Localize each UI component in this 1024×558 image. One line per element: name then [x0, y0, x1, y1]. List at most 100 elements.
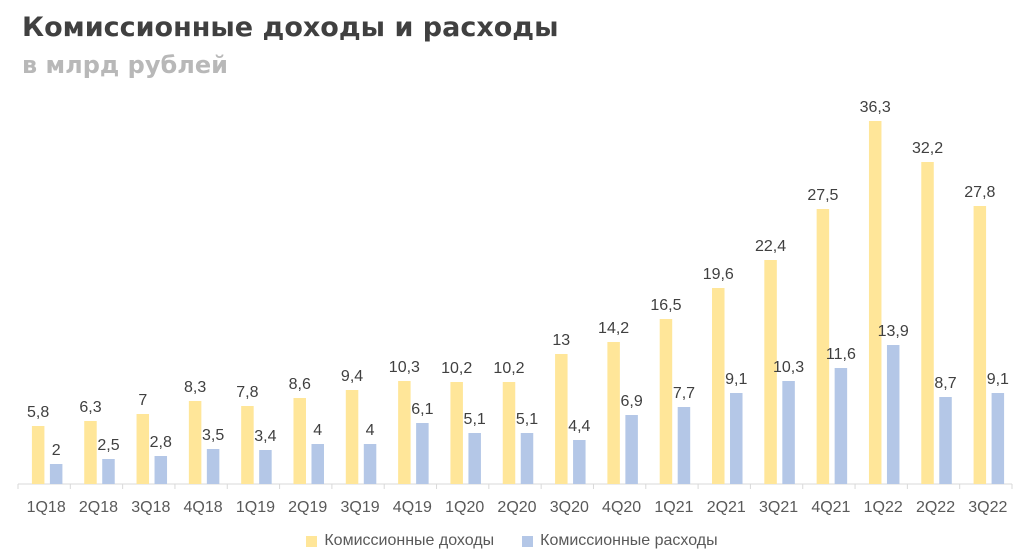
- data-label-expense-4Q20: 6,9: [621, 393, 643, 410]
- data-label-expense-2Q21: 9,1: [725, 371, 747, 388]
- data-label-expense-3Q21: 10,3: [773, 359, 804, 376]
- data-label-expense-1Q20: 5,1: [464, 411, 486, 428]
- bar-income-3Q20: [555, 354, 568, 484]
- bar-income-2Q21: [712, 288, 725, 484]
- bar-expense-2Q19: [311, 444, 324, 484]
- data-label-income-1Q19: 7,8: [236, 384, 258, 401]
- bar-income-3Q21: [764, 260, 777, 484]
- data-label-income-1Q21: 16,5: [650, 297, 681, 314]
- data-label-income-4Q21: 27,5: [807, 187, 838, 204]
- chart-subtitle: в млрд рублей: [22, 51, 228, 79]
- x-tick-label-1Q21: 1Q21: [654, 499, 693, 516]
- x-tick-label-2Q18: 2Q18: [79, 499, 118, 516]
- bar-expense-2Q22: [939, 397, 952, 484]
- data-label-income-4Q18: 8,3: [184, 379, 206, 396]
- bar-income-2Q18: [84, 421, 97, 484]
- data-label-expense-3Q19: 4: [366, 422, 375, 439]
- data-label-expense-2Q22: 8,7: [934, 375, 956, 392]
- data-label-income-2Q18: 6,3: [79, 399, 101, 416]
- bar-chart: 5,8 2 1Q18 6,3 2,5 2Q18 7 2,8 3Q18 8,3 3,5 4Q18 7,8 3…: [17, 99, 1013, 516]
- data-label-income-2Q22: 32,2: [912, 140, 943, 157]
- bar-expense-1Q22: [886, 345, 900, 484]
- bar-expense-2Q18: [102, 459, 115, 484]
- bar-expense-3Q22: [991, 393, 1005, 484]
- legend-label-expense: Комиссионные расходы: [540, 532, 718, 549]
- data-label-expense-4Q21: 11,6: [826, 346, 856, 363]
- bar-expense-4Q21: [834, 368, 848, 484]
- x-tick-label-2Q21: 2Q21: [707, 499, 746, 516]
- data-label-income-3Q21: 22,4: [755, 238, 786, 255]
- x-tick-label-2Q20: 2Q20: [497, 499, 536, 516]
- chart-legend: Комиссионные доходы Комиссионные расходы: [0, 532, 1024, 550]
- x-tick-label-1Q18: 1Q18: [27, 499, 66, 516]
- data-label-expense-3Q20: 4,4: [568, 418, 590, 435]
- legend-item-expense: Комиссионные расходы: [522, 532, 718, 550]
- data-label-expense-4Q19: 6,1: [411, 401, 433, 418]
- data-label-expense-3Q18: 2,8: [150, 434, 172, 451]
- x-tick-label-4Q20: 4Q20: [602, 499, 641, 516]
- bar-income-3Q18: [136, 414, 150, 484]
- data-label-expense-1Q18: 2: [52, 442, 61, 459]
- bar-income-2Q20: [502, 382, 516, 484]
- data-label-income-2Q19: 8,6: [289, 376, 311, 393]
- bar-expense-1Q19: [259, 450, 272, 484]
- x-tick-label-1Q20: 1Q20: [445, 499, 484, 516]
- bar-expense-3Q21: [782, 381, 795, 484]
- x-tick-label-3Q19: 3Q19: [340, 499, 379, 516]
- x-tick-label-1Q22: 1Q22: [864, 499, 903, 516]
- data-label-expense-2Q20: 5,1: [516, 411, 538, 428]
- x-tick-label-2Q22: 2Q22: [916, 499, 955, 516]
- bar-expense-2Q20: [520, 433, 534, 484]
- bar-expense-4Q18: [206, 449, 220, 484]
- bar-income-2Q19: [293, 398, 306, 484]
- bar-expense-3Q18: [154, 456, 168, 484]
- bar-income-4Q19: [398, 381, 411, 484]
- x-tick-label-4Q19: 4Q19: [393, 499, 432, 516]
- data-label-income-1Q22: 36,3: [860, 99, 891, 116]
- data-label-expense-2Q19: 4: [313, 422, 322, 439]
- data-label-income-2Q21: 19,6: [703, 266, 734, 283]
- bar-expense-1Q20: [468, 433, 481, 484]
- data-label-income-4Q20: 14,2: [598, 320, 629, 337]
- bar-income-4Q21: [816, 209, 830, 484]
- x-tick-label-4Q21: 4Q21: [811, 499, 850, 516]
- data-label-income-3Q20: 13: [552, 332, 570, 349]
- bar-income-3Q22: [973, 206, 987, 484]
- data-label-expense-3Q22: 9,1: [987, 371, 1009, 388]
- bar-income-4Q20: [607, 342, 620, 484]
- data-label-income-4Q19: 10,3: [389, 359, 420, 376]
- x-tick-label-2Q19: 2Q19: [288, 499, 327, 516]
- bar-income-4Q18: [188, 401, 202, 484]
- data-label-income-1Q18: 5,8: [27, 404, 49, 421]
- legend-item-income: Комиссионные доходы: [306, 532, 494, 550]
- chart-title: Комиссионные доходы и расходы: [22, 12, 559, 43]
- data-label-income-3Q22: 27,8: [964, 184, 995, 201]
- bar-income-1Q20: [450, 382, 463, 484]
- bar-expense-1Q18: [49, 464, 63, 484]
- data-label-expense-2Q18: 2,5: [97, 437, 119, 454]
- x-tick-label-3Q20: 3Q20: [550, 499, 589, 516]
- bar-income-1Q18: [31, 426, 45, 484]
- bar-income-1Q21: [659, 319, 673, 484]
- bar-expense-4Q19: [416, 423, 429, 484]
- bar-income-1Q19: [241, 406, 254, 484]
- data-label-expense-1Q19: 3,4: [254, 428, 276, 445]
- data-label-income-1Q20: 10,2: [441, 360, 472, 377]
- x-tick-label-3Q18: 3Q18: [131, 499, 170, 516]
- data-label-income-3Q18: 7: [138, 392, 147, 409]
- bar-expense-4Q20: [625, 415, 638, 484]
- bar-expense-3Q19: [363, 444, 377, 484]
- data-label-expense-1Q21: 7,7: [673, 385, 695, 402]
- legend-label-income: Комиссионные доходы: [324, 532, 495, 549]
- x-tick-label-3Q22: 3Q22: [968, 499, 1007, 516]
- legend-swatch-expense: [522, 535, 534, 547]
- bar-income-1Q22: [868, 121, 882, 484]
- bar-income-2Q22: [921, 162, 934, 484]
- data-label-income-3Q19: 9,4: [341, 368, 363, 385]
- bar-expense-2Q21: [730, 393, 743, 484]
- data-label-expense-4Q18: 3,5: [202, 427, 224, 444]
- bar-income-3Q19: [345, 390, 359, 484]
- x-tick-label-4Q18: 4Q18: [184, 499, 223, 516]
- legend-swatch-income: [306, 535, 318, 547]
- data-label-income-2Q20: 10,2: [493, 360, 524, 377]
